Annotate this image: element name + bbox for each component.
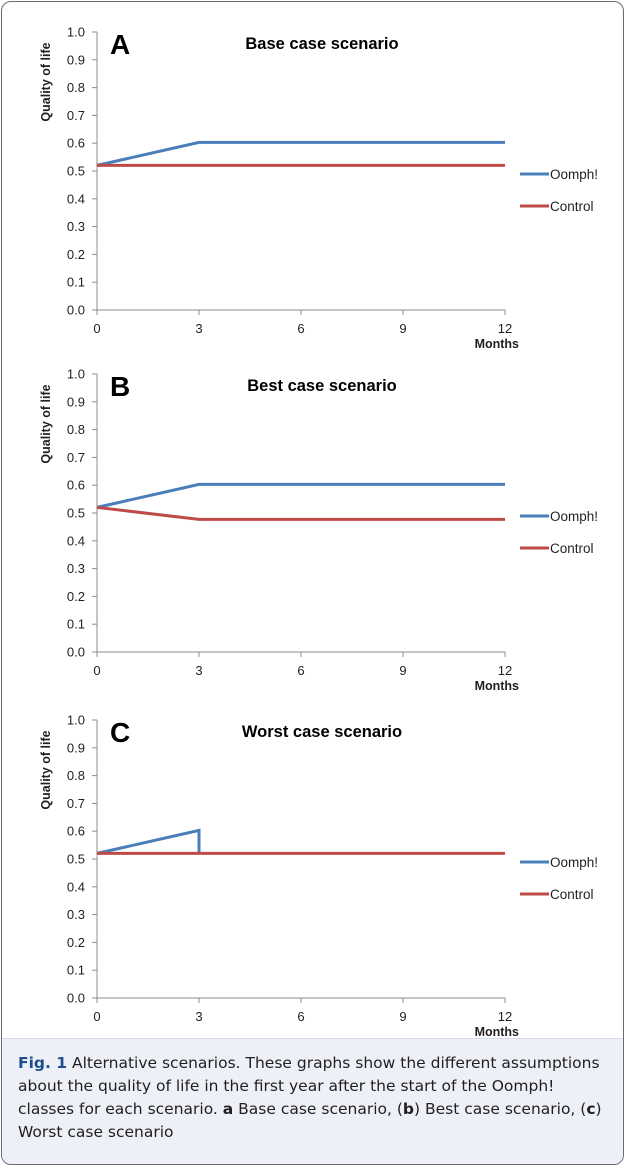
y-tick-label: 0.0 — [67, 303, 85, 318]
legend-label: Control — [550, 199, 594, 214]
y-tick-label: 0.7 — [67, 450, 85, 465]
y-tick-label: 0.2 — [67, 589, 85, 604]
y-tick-label: 0.3 — [67, 219, 85, 234]
y-tick-label: 0.0 — [67, 991, 85, 1006]
x-tick-label: 9 — [399, 321, 406, 336]
y-tick-label: 0.1 — [67, 963, 85, 978]
panel-letter: A — [110, 29, 130, 60]
y-tick-label: 0.5 — [67, 164, 85, 179]
series-line-oomph — [96, 828, 201, 855]
y-tick-label: 0.6 — [67, 136, 85, 151]
y-tick-label: 0.8 — [67, 768, 85, 783]
y-tick-label: 0.4 — [67, 191, 85, 206]
y-tick-label: 0.2 — [67, 247, 85, 262]
y-tick-label: 0.9 — [67, 740, 85, 755]
caption-text-1: Alternative scenarios. These graphs show… — [18, 1054, 600, 1118]
chart-title: Worst case scenario — [242, 723, 402, 741]
legend-label: Control — [550, 541, 594, 556]
y-tick-label: 0.4 — [67, 533, 85, 548]
x-axis-label: Months — [475, 679, 519, 693]
y-tick-label: 0.3 — [67, 907, 85, 922]
panel-letter: B — [110, 371, 130, 402]
legend-label: Oomph! — [550, 509, 598, 524]
x-axis-label: Months — [475, 1025, 519, 1038]
x-tick-label: 9 — [399, 663, 406, 678]
caption-text-4: ) Worst case scenario — [18, 1100, 602, 1141]
chart-panel-c: 0.0 0.1 0.2 0.3 0.4 0.5 0.6 0.7 0.8 0.9 1.0 0 3 6 9 12M… — [39, 713, 598, 1039]
y-tick-label: 1.0 — [67, 25, 85, 40]
legend-label: Oomph! — [550, 855, 598, 870]
chart-panel-b: 0.0 0.1 0.2 0.3 0.4 0.5 0.6 0.7 0.8 0.9 1.0 0 3 6 9 12M… — [39, 367, 598, 694]
y-axis-label: Quality of life — [39, 730, 53, 809]
x-tick-label: 6 — [297, 321, 304, 336]
x-axis-label: Months — [475, 337, 519, 351]
x-tick-label: 6 — [297, 1009, 304, 1024]
chart-title: Base case scenario — [245, 35, 398, 53]
y-tick-label: 0.6 — [67, 478, 85, 493]
y-tick-label: 0.9 — [67, 394, 85, 409]
x-tick-label: 6 — [297, 663, 304, 678]
series-line-oomph — [96, 140, 505, 167]
series-line-oomph — [96, 482, 505, 509]
y-tick-label: 0.1 — [67, 617, 85, 632]
series-line-control — [96, 505, 505, 521]
x-tick-label: 3 — [195, 321, 202, 336]
y-tick-label: 0.5 — [67, 506, 85, 521]
chart-panel-a: 0.0 0.1 0.2 0.3 0.4 0.5 0.6 0.7 0.8 0.9 1.0 0 3 6 9 12M… — [39, 25, 598, 352]
y-tick-label: 0.2 — [67, 935, 85, 950]
x-tick-label: 0 — [93, 321, 100, 336]
y-tick-label: 0.5 — [67, 852, 85, 867]
y-tick-label: 1.0 — [67, 367, 85, 382]
y-tick-label: 0.0 — [67, 645, 85, 660]
x-tick-label: 12 — [498, 321, 512, 336]
caption-text-2: Base case scenario, ( — [233, 1100, 403, 1118]
y-tick-label: 1.0 — [67, 713, 85, 728]
y-tick-label: 0.1 — [67, 275, 85, 290]
caption-background — [2, 1038, 623, 1164]
caption-part-a: a — [222, 1100, 234, 1118]
caption-text-3: ) Best case scenario, ( — [414, 1100, 587, 1118]
y-tick-label: 0.4 — [67, 879, 85, 894]
x-tick-label: 9 — [399, 1009, 406, 1024]
y-tick-label: 0.7 — [67, 796, 85, 811]
x-tick-label: 3 — [195, 1009, 202, 1024]
y-axis-label: Quality of life — [39, 42, 53, 121]
legend-label: Oomph! — [550, 167, 598, 182]
figure-caption: Fig. 1 Alternative scenarios. These grap… — [18, 1052, 610, 1144]
figure-panels: 0.00.10.20.30.40.50.60.70.80.91.00 3 6 9 12M… — [39, 25, 598, 1039]
y-tick-label: 0.8 — [67, 422, 85, 437]
x-tick-label: 0 — [93, 1009, 100, 1024]
x-tick-label: 12 — [498, 663, 512, 678]
caption-figure-label: Fig. 1 — [18, 1054, 68, 1072]
x-tick-label: 12 — [498, 1009, 512, 1024]
caption-part-b: b — [402, 1100, 415, 1118]
y-tick-label: 0.3 — [67, 561, 85, 576]
caption-part-c: c — [586, 1100, 596, 1118]
y-tick-label: 0.9 — [67, 52, 85, 67]
y-tick-label: 0.7 — [67, 108, 85, 123]
y-tick-label: 0.6 — [67, 824, 85, 839]
x-tick-label: 0 — [93, 663, 100, 678]
chart-title: Best case scenario — [247, 377, 397, 395]
y-tick-label: 0.8 — [67, 80, 85, 95]
panel-letter: C — [110, 717, 130, 748]
x-tick-label: 3 — [195, 663, 202, 678]
y-axis-label: Quality of life — [39, 384, 53, 463]
legend-label: Control — [550, 887, 594, 902]
